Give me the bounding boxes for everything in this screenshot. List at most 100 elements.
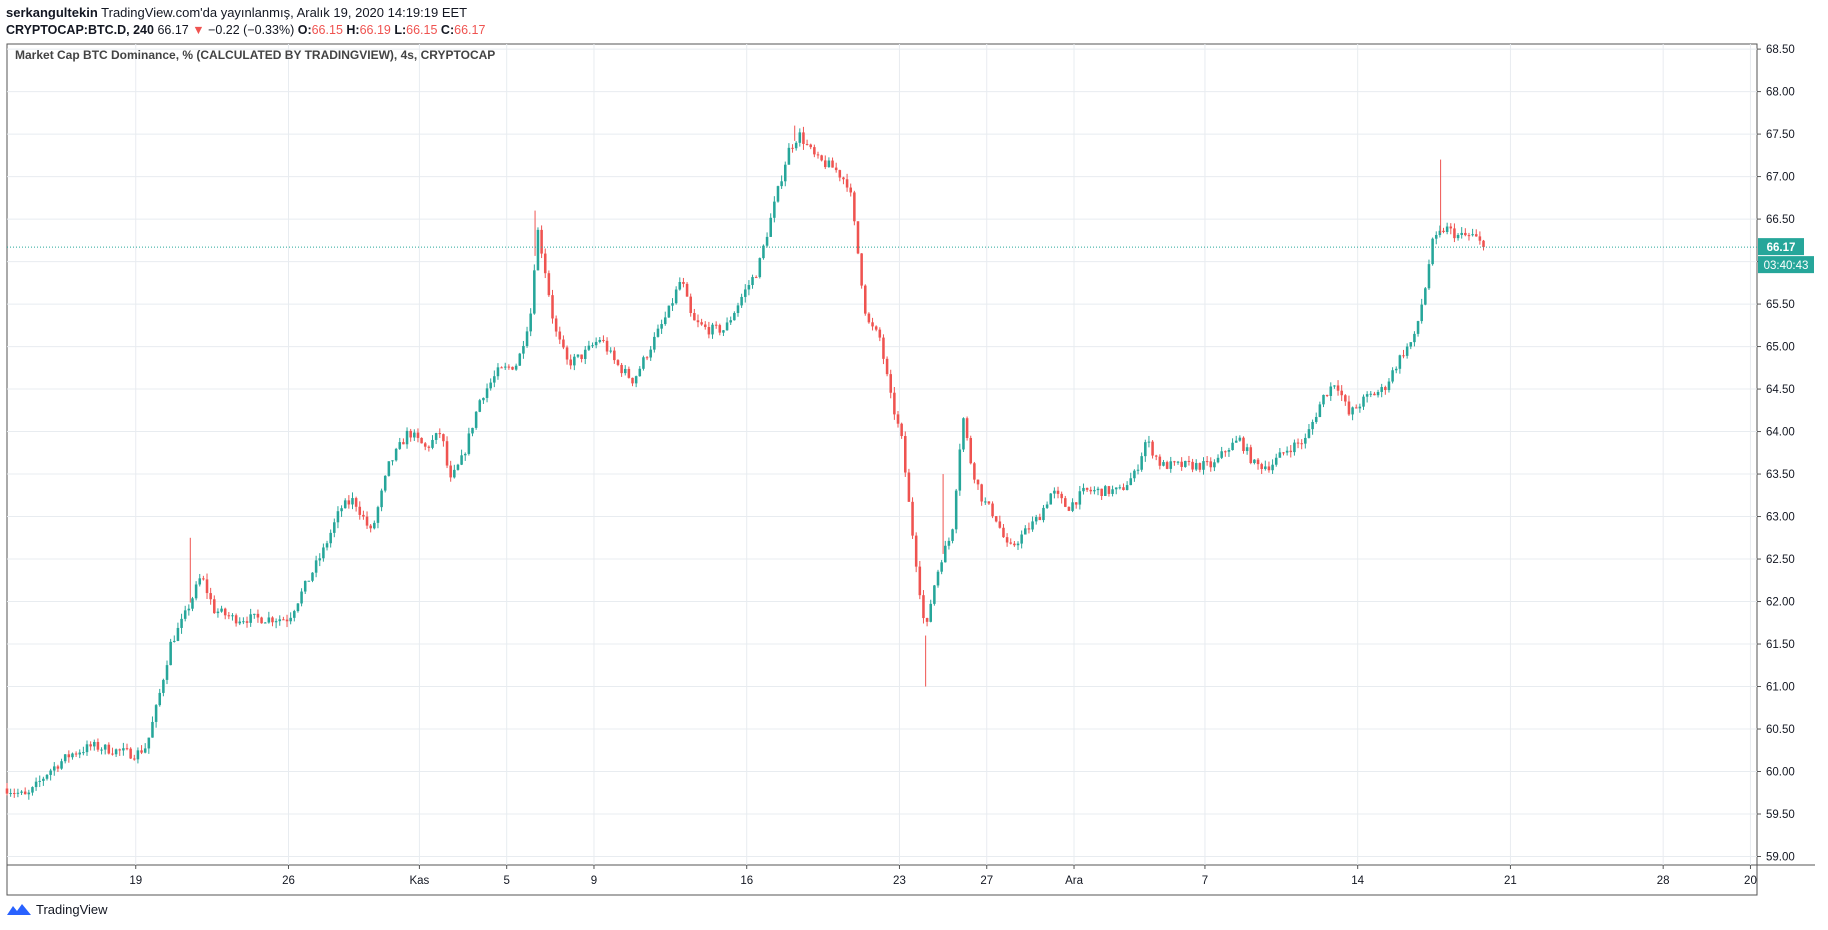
candle-body: [707, 327, 711, 335]
candle-body: [1354, 407, 1358, 409]
candle-body: [613, 350, 616, 361]
candle-body: [53, 766, 56, 771]
candle-body: [1140, 456, 1143, 470]
candle-body: [907, 472, 911, 502]
countdown-label: 03:40:43: [1764, 260, 1809, 272]
candle-body: [671, 303, 674, 306]
candle-body: [427, 446, 431, 448]
candle-body: [1333, 385, 1336, 387]
candle-body: [696, 320, 700, 323]
candle-body: [209, 593, 212, 600]
candle-body: [362, 514, 365, 517]
y-tick-label: 63.50: [1766, 469, 1795, 481]
candle-body: [969, 438, 973, 464]
candle-body: [751, 277, 754, 286]
candle-body: [391, 460, 394, 462]
candle-body: [634, 376, 638, 384]
candle-body: [482, 397, 485, 401]
candle-body: [609, 350, 612, 352]
candle-body: [576, 354, 580, 357]
candle-body: [20, 791, 23, 793]
candle-body: [863, 285, 867, 314]
candle-body: [1329, 386, 1333, 396]
candle-body: [925, 618, 929, 622]
candle-body: [1453, 228, 1456, 239]
candle-body: [1434, 235, 1438, 239]
candle-body: [27, 792, 31, 795]
candle-body: [1267, 466, 1271, 471]
open-value: 66.15: [311, 23, 343, 37]
candle-body: [583, 349, 587, 359]
candle-body: [631, 377, 634, 384]
candle-body: [1373, 393, 1376, 396]
candle-body: [1238, 437, 1242, 441]
footer-brand[interactable]: TradingView: [6, 902, 108, 917]
candle-body: [594, 341, 598, 346]
candle-body: [456, 464, 460, 470]
candle-body: [598, 339, 602, 342]
candle-body: [1129, 478, 1133, 486]
candle-body: [413, 432, 416, 438]
candle-body: [860, 253, 863, 286]
candle-body: [1325, 394, 1329, 396]
candle-body: [722, 330, 725, 333]
candle-body: [533, 270, 536, 314]
candle-body: [758, 258, 762, 278]
candle-body: [794, 142, 798, 149]
candle-body: [620, 364, 623, 374]
candle-body: [940, 562, 943, 572]
candle-body: [453, 469, 456, 478]
author-name[interactable]: serkangultekin: [6, 5, 98, 20]
candle-body: [1278, 452, 1282, 458]
candle-body: [1013, 543, 1016, 546]
y-tick-label: 61.00: [1766, 682, 1795, 694]
candle-body: [1416, 321, 1420, 334]
candle-body: [493, 376, 496, 383]
candle-body: [489, 382, 492, 389]
candle-body: [951, 529, 954, 541]
candle-body: [998, 521, 1002, 528]
candle-body: [296, 603, 300, 612]
ohlc-legend: CRYPTOCAP:BTC.D, 240 66.17 ▼ −0.22 (−0.3…: [6, 22, 485, 38]
high-value: 66.19: [359, 23, 391, 37]
y-tick-label: 60.00: [1766, 767, 1795, 779]
candle-body: [1405, 346, 1409, 356]
candle-body: [1260, 464, 1263, 470]
candle-body: [1322, 394, 1325, 405]
x-tick-label: 14: [1351, 875, 1364, 887]
x-tick-label: 26: [282, 875, 295, 887]
candle-body: [256, 613, 260, 618]
y-tick-label: 62.50: [1766, 554, 1795, 566]
candle-body: [398, 442, 402, 449]
candle-body: [911, 501, 914, 536]
candle-body: [580, 354, 583, 359]
candle-body: [1002, 527, 1005, 538]
y-tick-label: 68.00: [1766, 87, 1795, 99]
y-tick-label: 63.00: [1766, 512, 1795, 524]
candle-body: [1085, 487, 1089, 490]
candle-body: [405, 430, 409, 445]
candle-body: [1093, 490, 1096, 492]
candle-body: [776, 186, 780, 202]
candle-body: [522, 345, 525, 354]
candle-body: [1296, 442, 1300, 444]
candle-body: [158, 692, 162, 706]
candle-body: [347, 500, 351, 505]
candle-body: [1460, 232, 1463, 235]
candle-body: [445, 441, 449, 466]
candle-body: [1082, 487, 1085, 492]
candle-body: [9, 793, 12, 795]
candle-body: [1398, 355, 1402, 369]
candle-body: [591, 345, 594, 347]
candle-body: [1351, 407, 1354, 415]
x-tick-label: Kas: [409, 875, 429, 887]
candle-body: [122, 748, 125, 751]
candle-body: [1289, 450, 1293, 453]
publish-info: serkangultekin TradingView.com'da yayınl…: [6, 5, 467, 21]
candle-body: [234, 615, 238, 624]
candle-body: [1282, 452, 1285, 454]
candle-body: [791, 147, 794, 149]
down-arrow-icon: ▼: [192, 23, 205, 37]
candle-body: [1151, 441, 1154, 456]
